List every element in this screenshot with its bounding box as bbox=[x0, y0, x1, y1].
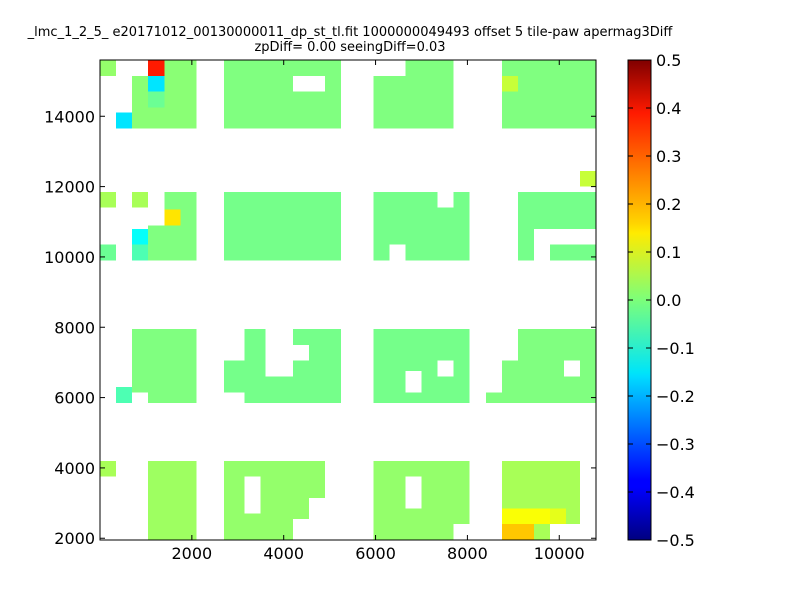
heatmap-cell bbox=[501, 508, 518, 525]
y-tick-label: 6000 bbox=[54, 389, 95, 408]
empty-cell bbox=[453, 524, 470, 540]
y-tick-label: 4000 bbox=[54, 459, 95, 478]
heatmap-cell bbox=[148, 75, 165, 92]
empty-cell bbox=[389, 244, 406, 261]
colorbar-tick-label: 0.1 bbox=[656, 243, 681, 262]
heatmap-cell bbox=[550, 508, 567, 525]
heatmap-region bbox=[132, 191, 149, 208]
empty-cell bbox=[437, 191, 454, 208]
heatmap-region bbox=[517, 191, 596, 261]
heatmap-region bbox=[373, 191, 470, 261]
colorbar-tick-label: −0.2 bbox=[656, 387, 695, 406]
empty-cell bbox=[534, 228, 596, 245]
chart-title: _lmc_1_2_5_ e20171012_00130000011_dp_st_… bbox=[27, 25, 673, 40]
heatmap-cell bbox=[517, 508, 534, 525]
x-tick-label: 4000 bbox=[263, 544, 304, 563]
heatmap-cell bbox=[579, 170, 596, 187]
empty-cell bbox=[224, 329, 245, 361]
colorbar-tick-label: 0.3 bbox=[656, 147, 681, 166]
heatmap-region bbox=[148, 460, 197, 540]
y-tick-label: 14000 bbox=[44, 107, 95, 126]
y-tick-label: 10000 bbox=[44, 248, 95, 267]
heatmap-region bbox=[132, 329, 197, 403]
colorbar-tick-label: −0.3 bbox=[656, 435, 695, 454]
heatmap-cell bbox=[164, 209, 181, 226]
empty-cell bbox=[563, 360, 580, 377]
empty-cell bbox=[265, 329, 293, 377]
heatmap-region bbox=[501, 60, 596, 129]
empty-cell bbox=[244, 476, 261, 514]
empty-cell bbox=[501, 329, 518, 361]
heatmap-cell bbox=[148, 91, 165, 108]
empty-cell bbox=[437, 360, 454, 377]
heatmap-region bbox=[224, 60, 342, 129]
y-tick-label: 2000 bbox=[54, 529, 95, 548]
colorbar-ticks: 0.5 0.4 0.3 0.2 0.1 0.0 −0.1 −0.2 −0.3 −0.4 −0.5 bbox=[628, 51, 695, 550]
empty-cell bbox=[224, 392, 245, 403]
colorbar-tick-label: −0.5 bbox=[656, 531, 695, 550]
empty-cell bbox=[373, 60, 406, 76]
axis-ticks: 2000 4000 6000 8000 10000 2000 4000 6000 8000 100… bbox=[44, 60, 596, 563]
x-tick-label: 10000 bbox=[534, 544, 585, 563]
colorbar-tick-label: −0.4 bbox=[656, 483, 695, 502]
heatmap-region bbox=[148, 225, 165, 261]
empty-cell bbox=[405, 476, 422, 509]
heatmap-region bbox=[100, 60, 117, 76]
x-tick-label: 6000 bbox=[355, 544, 396, 563]
x-tick-label: 2000 bbox=[171, 544, 212, 563]
heatmap-cells bbox=[100, 60, 596, 540]
heatmap-cell bbox=[132, 244, 149, 261]
colorbar-tick-label: −0.1 bbox=[656, 339, 695, 358]
chart-subtitle: zpDiff= 0.00 seeingDiff=0.03 bbox=[254, 40, 446, 55]
empty-cell bbox=[292, 344, 309, 361]
heatmap-cell bbox=[116, 112, 133, 129]
colorbar-tick-label: 0.2 bbox=[656, 195, 681, 214]
heatmap-cell bbox=[116, 387, 133, 403]
empty-cell bbox=[308, 497, 326, 540]
empty-cell bbox=[132, 60, 149, 76]
x-tick-label: 8000 bbox=[447, 544, 488, 563]
heatmap-cell bbox=[517, 524, 534, 540]
colorbar-tick-label: 0.5 bbox=[656, 51, 681, 70]
heatmap-region bbox=[100, 460, 117, 477]
colorbar-tick-label: 0.0 bbox=[656, 291, 681, 310]
heatmap-cell bbox=[148, 60, 165, 76]
empty-cell bbox=[292, 75, 326, 92]
heatmap-cell bbox=[132, 228, 149, 245]
empty-cell bbox=[485, 329, 502, 393]
heatmap-cell bbox=[501, 524, 518, 540]
empty-cell bbox=[534, 244, 551, 261]
empty-cell bbox=[550, 524, 580, 540]
y-tick-label: 12000 bbox=[44, 178, 95, 197]
empty-cell bbox=[292, 518, 309, 540]
plot-frame bbox=[99, 59, 597, 541]
heatmap-region bbox=[224, 191, 342, 261]
empty-cell bbox=[132, 392, 149, 403]
heatmap-cell bbox=[501, 75, 518, 92]
heatmap-region bbox=[100, 244, 117, 261]
heatmap-region bbox=[100, 191, 117, 208]
empty-cell bbox=[405, 371, 422, 393]
colorbar-tick-label: 0.4 bbox=[656, 99, 681, 118]
y-tick-label: 8000 bbox=[54, 318, 95, 337]
heatmap-cell bbox=[534, 508, 551, 525]
heatmap-region bbox=[164, 191, 197, 261]
